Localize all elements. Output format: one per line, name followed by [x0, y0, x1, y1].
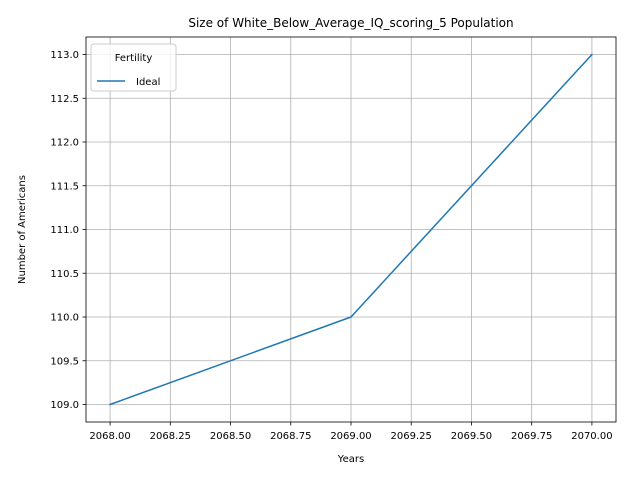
- x-tick-label: 2069.50: [451, 431, 492, 442]
- x-tick-label: 2069.75: [511, 431, 552, 442]
- y-tick-label: 111.5: [50, 181, 79, 192]
- x-tick-label: 2069.25: [391, 431, 432, 442]
- y-tick-label: 113.0: [50, 50, 79, 61]
- y-axis-ticks: 109.0 109.5 110.0 110.5 111.0 111.5 112.0 112.5…: [50, 50, 86, 411]
- x-tick-label: 2070.00: [571, 431, 612, 442]
- legend-label-ideal: Ideal: [136, 77, 160, 88]
- y-tick-label: 110.5: [50, 269, 79, 280]
- x-tick-label: 2068.25: [150, 431, 191, 442]
- y-tick-label: 110.0: [50, 313, 79, 324]
- y-tick-label: 112.0: [50, 138, 79, 149]
- series-line-ideal: [109, 53, 593, 406]
- y-tick-label: 112.5: [50, 94, 79, 105]
- x-tick-label: 2068.75: [270, 431, 311, 442]
- chart-title: Size of White_Below_Average_IQ_scoring_5…: [188, 16, 513, 30]
- y-tick-label: 111.0: [50, 225, 79, 236]
- legend-frame: [90, 43, 177, 92]
- x-axis-label: Years: [337, 454, 364, 465]
- x-axis-ticks: 2068.00 2068.25 2068.50 2068.75 2069.00 2069.…: [89, 422, 613, 442]
- y-axis-label: Number of Americans: [17, 175, 28, 284]
- x-tick-label: 2069.00: [330, 431, 371, 442]
- x-tick-label: 2068.00: [89, 431, 130, 442]
- legend: Fertility Ideal: [90, 43, 177, 92]
- x-tick-label: 2068.50: [210, 431, 251, 442]
- y-tick-label: 109.0: [50, 400, 79, 411]
- legend-title: Fertility: [115, 53, 153, 64]
- series-lines: [109, 53, 593, 406]
- y-tick-label: 109.5: [50, 356, 79, 367]
